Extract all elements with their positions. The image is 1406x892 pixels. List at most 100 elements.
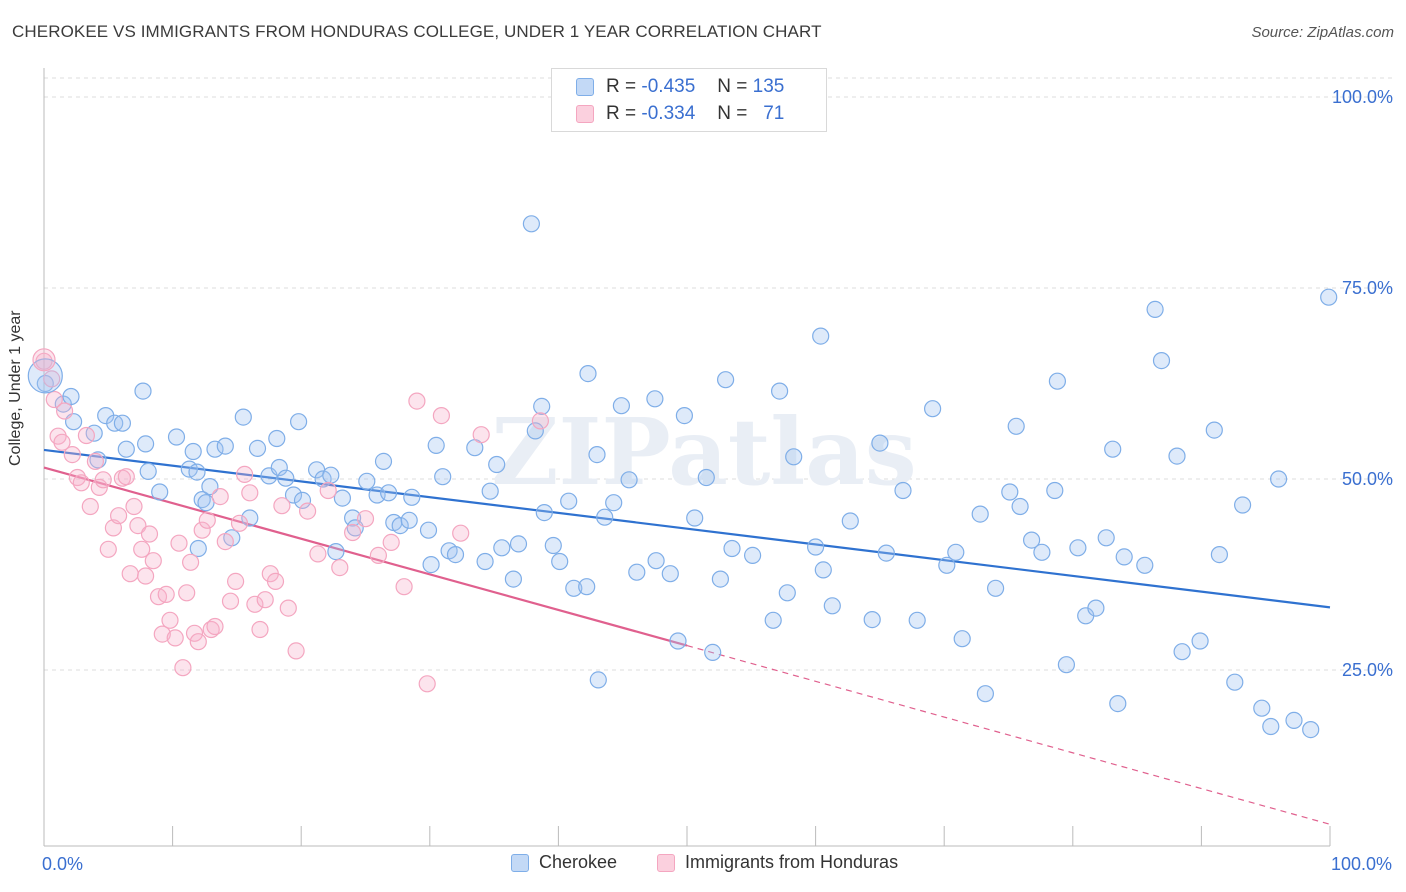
cherokee-point: [565, 579, 583, 597]
cherokee-point: [605, 494, 623, 512]
honduras-point: [63, 446, 81, 464]
x-tick-label: 0.0%: [42, 854, 83, 874]
honduras-point: [256, 591, 274, 609]
axes: [43, 68, 1331, 847]
honduras-trend-extension: [686, 644, 1331, 825]
cherokee-point: [579, 365, 597, 383]
honduras-legend-swatch: [657, 853, 675, 872]
cherokee-point: [647, 552, 665, 570]
honduras-swatch: [576, 105, 594, 123]
honduras-point: [153, 625, 171, 643]
cherokee-point: [476, 552, 494, 571]
honduras-point: [251, 620, 269, 639]
cherokee-point: [871, 434, 889, 452]
cherokee-point: [589, 671, 607, 689]
honduras-point: [287, 642, 305, 660]
cherokee-point: [1173, 643, 1191, 661]
honduras-point: [418, 675, 436, 693]
cherokee-point: [1109, 694, 1127, 713]
cherokee-point: [139, 462, 157, 480]
honduras-point: [472, 426, 490, 444]
honduras-point: [125, 497, 143, 516]
cherokee-point: [234, 408, 252, 426]
chart-title: CHEROKEE VS IMMIGRANTS FROM HONDURAS COL…: [12, 22, 822, 41]
honduras-point: [211, 488, 229, 506]
honduras-point: [144, 552, 162, 570]
tick-labels: 25.0% 50.0% 75.0% 100.0% 0.0% 100.0%: [42, 87, 1393, 874]
cherokee-point: [812, 327, 830, 345]
honduras-point: [356, 510, 375, 528]
cherokee-point: [686, 509, 704, 527]
cherokee-point: [434, 468, 452, 486]
honduras-point: [319, 481, 337, 500]
cherokee-point: [1007, 417, 1025, 435]
n-value-honduras: 71: [763, 103, 785, 124]
cherokee-point: [293, 491, 312, 509]
cherokee-point: [953, 630, 971, 648]
honduras-point: [206, 617, 224, 636]
cherokee-point: [446, 545, 465, 564]
cherokee-point: [1057, 656, 1076, 674]
honduras-point: [408, 392, 426, 410]
cherokee-point: [596, 508, 614, 526]
cherokee-point: [938, 556, 956, 574]
cherokee-swatch: [576, 78, 594, 96]
cherokee-point: [612, 397, 631, 415]
cherokee-point: [1087, 599, 1105, 617]
honduras-point: [45, 390, 63, 409]
n-label: N =: [717, 76, 748, 97]
honduras-point: [109, 507, 128, 525]
cherokee-point: [241, 509, 259, 527]
cherokee-point: [488, 455, 506, 474]
cherokee-point: [504, 570, 523, 588]
cherokee-point: [189, 539, 207, 558]
cherokee-point: [422, 555, 440, 574]
honduras-point: [331, 558, 349, 577]
cherokee-point: [216, 437, 234, 455]
cherokee-point: [535, 503, 553, 522]
cherokee-point: [1302, 720, 1320, 739]
honduras-point: [309, 545, 327, 563]
cherokee-point: [669, 632, 687, 650]
cherokee-point: [526, 422, 544, 440]
cherokee-point: [117, 440, 135, 458]
cherokee-point: [1262, 717, 1280, 736]
cherokee-point: [1069, 539, 1087, 557]
honduras-point: [121, 565, 139, 583]
cherokee-legend-swatch: [511, 853, 529, 872]
n-label: N =: [717, 103, 748, 124]
r-value-cherokee: -0.435: [641, 76, 696, 97]
cherokee-point: [1226, 673, 1244, 691]
cherokee-point: [823, 597, 841, 615]
honduras-point: [531, 412, 550, 430]
honduras-point: [32, 348, 56, 372]
cherokee-point: [1046, 481, 1064, 500]
cherokee-point: [1285, 711, 1303, 730]
cherokee-point: [533, 397, 551, 415]
honduras-point: [129, 516, 147, 535]
correlation-legend: R = -0.435 N = 135 R = -0.334 N = 71: [551, 68, 827, 132]
cherokee-point: [908, 611, 926, 629]
cherokee-point: [522, 215, 541, 233]
honduras-point: [189, 633, 207, 651]
honduras-trend-line: [43, 466, 688, 647]
honduras-point: [170, 534, 188, 552]
r-label: R =: [606, 76, 637, 97]
cherokee-point: [711, 570, 730, 588]
honduras-point: [246, 595, 264, 613]
cherokee-point: [1168, 447, 1186, 465]
cherokee-point: [877, 544, 895, 562]
honduras-point: [157, 585, 175, 604]
r-value-honduras: -0.334: [641, 103, 696, 124]
cherokee-point: [923, 400, 942, 418]
cherokee-point: [1205, 421, 1223, 439]
cherokee-point: [560, 492, 578, 510]
cherokee-point: [284, 486, 303, 504]
cherokee-point: [197, 494, 215, 512]
honduras-point: [266, 572, 285, 591]
honduras-point: [137, 567, 155, 585]
cherokee-point: [322, 466, 340, 484]
honduras-point: [227, 572, 245, 591]
data-points: [27, 215, 1338, 739]
